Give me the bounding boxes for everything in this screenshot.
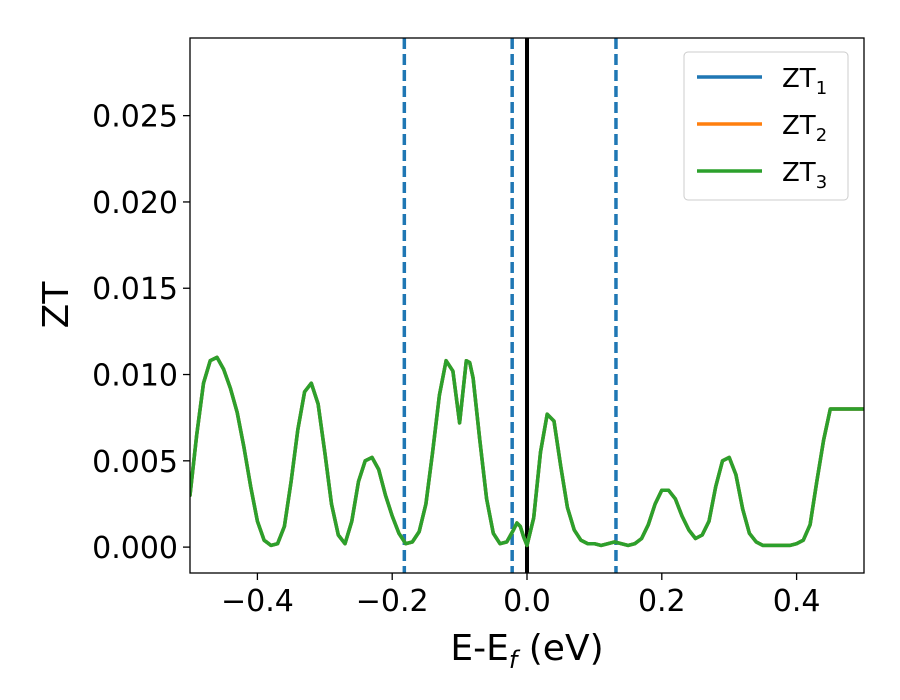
legend-label-1: ZT1 bbox=[782, 64, 827, 99]
y-tick-label: 0.025 bbox=[92, 100, 178, 135]
vertical-reference-lines bbox=[402, 38, 618, 573]
x-tick-label: 0.2 bbox=[638, 584, 686, 619]
legend: ZT1 ZT2 ZT3 bbox=[683, 51, 849, 201]
legend-label-3: ZT3 bbox=[782, 158, 827, 193]
y-tick-label: 0.020 bbox=[92, 186, 178, 221]
x-tick-label: −0.2 bbox=[356, 584, 429, 619]
y-tick-label: 0.005 bbox=[92, 445, 178, 480]
x-axis-title: E-Ef (eV) bbox=[450, 628, 603, 674]
legend-label-2: ZT2 bbox=[782, 111, 827, 146]
y-tick-label: 0.000 bbox=[92, 531, 178, 566]
y-axis-title: ZT bbox=[36, 281, 77, 329]
y-tick-label: 0.010 bbox=[92, 359, 178, 394]
x-tick-label: −0.4 bbox=[221, 584, 294, 619]
x-axis-ticks: −0.4 −0.2 0.0 0.2 0.4 bbox=[221, 573, 820, 619]
x-tick-label: 0.4 bbox=[773, 584, 821, 619]
x-tick-label: 0.0 bbox=[503, 584, 551, 619]
series-lines bbox=[190, 355, 864, 548]
y-axis-ticks: 0.000 0.005 0.010 0.015 0.020 0.025 bbox=[92, 100, 190, 566]
series-line-3 bbox=[190, 355, 864, 548]
legend-box bbox=[683, 51, 849, 201]
y-tick-label: 0.015 bbox=[92, 272, 178, 307]
